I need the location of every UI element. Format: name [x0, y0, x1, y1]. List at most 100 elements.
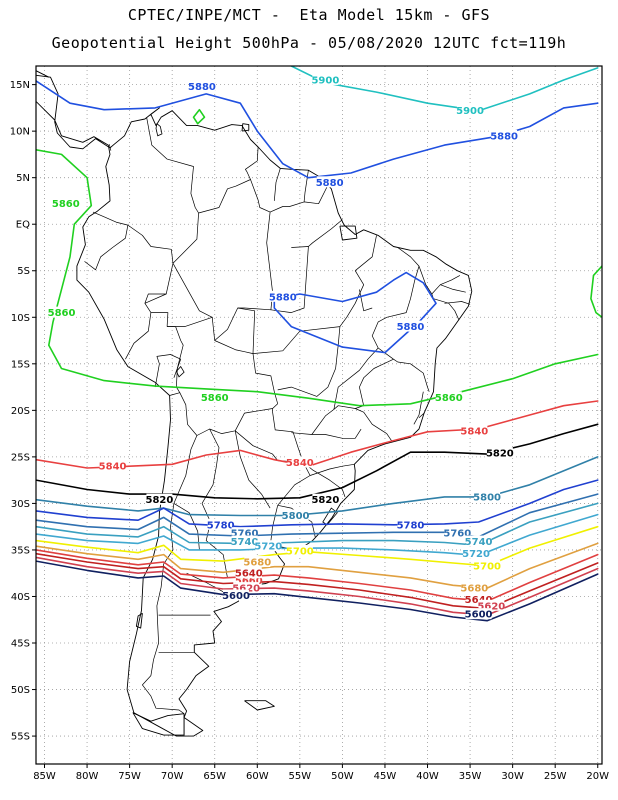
lon-tick-label: 55W: [289, 771, 312, 782]
contour-label-background: [146, 493, 173, 505]
political-border: [309, 463, 355, 476]
lat-tick-label: 35S: [11, 545, 30, 556]
political-border: [339, 270, 365, 327]
political-border: [167, 316, 279, 404]
political-border: [270, 246, 309, 313]
contour-label-background: [397, 518, 424, 530]
lon-tick-label: 80W: [76, 771, 99, 782]
contour-label-background: [312, 493, 339, 505]
lat-tick-label: EQ: [16, 220, 30, 231]
contour-label-background: [269, 290, 296, 302]
contour-label-5800: 5800: [473, 492, 501, 503]
lake-outline: [175, 365, 185, 378]
political-border: [250, 179, 329, 213]
map-title-line1: CPTEC/INPE/MCT - Eta Model 15km - GFS: [127, 6, 491, 24]
lat-tick-label: 40S: [11, 592, 30, 603]
contour-label-background: [465, 535, 492, 547]
lat-tick-label: 15N: [10, 80, 30, 91]
contour-label-5700: 5700: [473, 561, 501, 572]
lon-tick-label: 20W: [586, 771, 609, 782]
political-border: [142, 435, 198, 714]
contour-label-5700: 5700: [286, 546, 314, 557]
contour-label-5880: 5880: [188, 82, 216, 93]
contour-label-5900: 5900: [311, 75, 339, 86]
political-border: [444, 301, 471, 305]
contour-label-5820: 5820: [145, 495, 173, 506]
political-border: [108, 144, 112, 151]
axis-ticks: 85W 80W 75W 70W 65W 60W 55W 50W 45W 40W 35W 30W 25W 2…: [10, 80, 609, 782]
contour-label-5840: 5840: [460, 426, 488, 437]
lon-tick-label: 65W: [203, 771, 226, 782]
lat-tick-label: 45S: [11, 639, 30, 650]
political-border: [418, 412, 425, 419]
contour-line-5780: [36, 479, 599, 528]
lon-tick-label: 70W: [161, 771, 184, 782]
contour-label-5760: 5760: [443, 529, 471, 540]
contour-label-5880: 5880: [490, 131, 518, 142]
lon-tick-label: 75W: [118, 771, 141, 782]
contour-label-5820: 5820: [311, 495, 339, 506]
political-border: [172, 212, 199, 264]
contour-label-background: [286, 544, 313, 556]
contour-label-background: [188, 80, 215, 92]
contour-label-5880: 5880: [316, 178, 344, 189]
political-border: [173, 503, 200, 550]
lake-outline: [155, 122, 163, 137]
contour-label-5840: 5840: [286, 458, 314, 469]
lat-tick-label: 5N: [16, 173, 30, 184]
lat-tick-label: 10N: [10, 127, 30, 138]
contour-label-background: [233, 582, 260, 594]
contour-label-background: [463, 547, 490, 559]
contour-line-5820: [36, 423, 599, 500]
political-border: [273, 168, 281, 201]
contour-label-5660: 5660: [235, 576, 263, 587]
contour-label-background: [316, 176, 343, 188]
contour-label-5740: 5740: [465, 537, 493, 548]
contour-label-background: [465, 608, 492, 620]
contour-label-background: [478, 599, 505, 611]
political-border: [179, 392, 198, 436]
contour-label-background: [235, 567, 262, 579]
contour-label-background: [465, 593, 492, 605]
lat-tick-label: 15S: [11, 359, 30, 370]
contour-line-5880: [273, 271, 437, 354]
coastline: [36, 70, 50, 78]
contour-labels: 5900 5900 5880 5880 5880 5880 5880 5860 5860 5860…: [48, 73, 518, 621]
coastline: [339, 225, 358, 241]
contour-label-5860: 5860: [52, 199, 80, 210]
contour-label-5820: 5820: [486, 449, 514, 460]
lon-tick-label: 40W: [416, 771, 439, 782]
contour-label-background: [474, 490, 501, 502]
political-border: [386, 433, 393, 442]
political-border: [333, 358, 394, 410]
contour-label-5620: 5620: [232, 584, 260, 595]
lat-tick-label: 25S: [11, 452, 30, 463]
lon-tick-label: 45W: [374, 771, 397, 782]
contour-label-5760: 5760: [231, 529, 259, 540]
lon-tick-label: 35W: [459, 771, 482, 782]
lon-tick-label: 30W: [501, 771, 524, 782]
contour-label-background: [255, 540, 282, 552]
contour-label-background: [457, 104, 484, 116]
political-border: [311, 428, 362, 439]
contour-label-background: [486, 447, 513, 459]
political-border: [440, 284, 466, 293]
contour-line-5860: [192, 108, 206, 125]
contour-label-background: [223, 589, 250, 601]
lat-tick-label: 5S: [17, 266, 30, 277]
contour-line-5860: [590, 265, 602, 319]
contour-label-5860: 5860: [435, 393, 463, 404]
contour-label-5720: 5720: [462, 549, 490, 560]
contour-label-5720: 5720: [254, 542, 282, 553]
political-border: [272, 408, 311, 506]
political-border: [354, 235, 377, 271]
map-frame: [35, 65, 603, 765]
contour-label-5840: 5840: [99, 462, 127, 473]
coastline: [241, 123, 250, 132]
contour-label-background: [231, 527, 258, 539]
contour-label-background: [491, 129, 518, 141]
contour-label-background: [201, 391, 228, 403]
contour-label-background: [461, 582, 488, 594]
map-background: [36, 66, 602, 764]
